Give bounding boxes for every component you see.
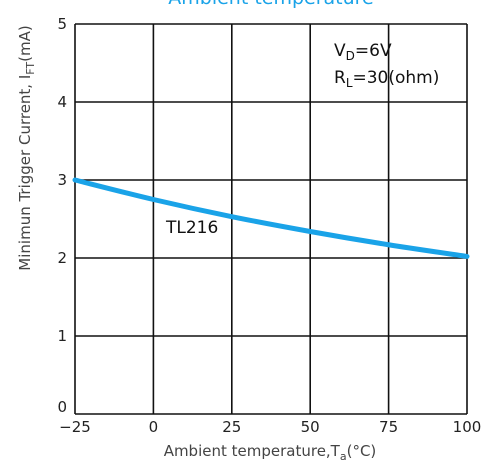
y-tick-label-5: 5: [57, 15, 67, 33]
y-axis-label: Minimun Trigger Current, IFT(mA): [16, 25, 37, 270]
y-tick-label-2: 2: [57, 249, 67, 267]
x-tick-label-4: 75: [379, 418, 398, 436]
y-tick-label-1: 1: [57, 327, 67, 345]
y-tick-label-4: 4: [57, 93, 67, 111]
vd-annotation: VD=6V: [334, 41, 392, 63]
x-axis-label: Ambient temperature,Ta(°C): [164, 442, 377, 463]
x-tick-label-5: 100: [453, 418, 481, 436]
series-label-tl216: TL216: [165, 218, 218, 238]
series-layer: [75, 180, 467, 256]
series-line-0: [75, 180, 467, 256]
x-tick-label-3: 50: [301, 418, 320, 436]
x-tick-label-0: −25: [59, 418, 91, 436]
y-tick-label-3: 3: [57, 171, 67, 189]
chart-title: Ambient temperature: [168, 0, 374, 9]
rl-annotation: RL=30(ohm): [334, 68, 439, 90]
y-tick-label-0: 0: [57, 398, 67, 416]
x-tick-label-1: 0: [149, 418, 159, 436]
conditions-annotation: VD=6V RL=30(ohm): [334, 41, 439, 90]
x-tick-label-2: 25: [222, 418, 241, 436]
